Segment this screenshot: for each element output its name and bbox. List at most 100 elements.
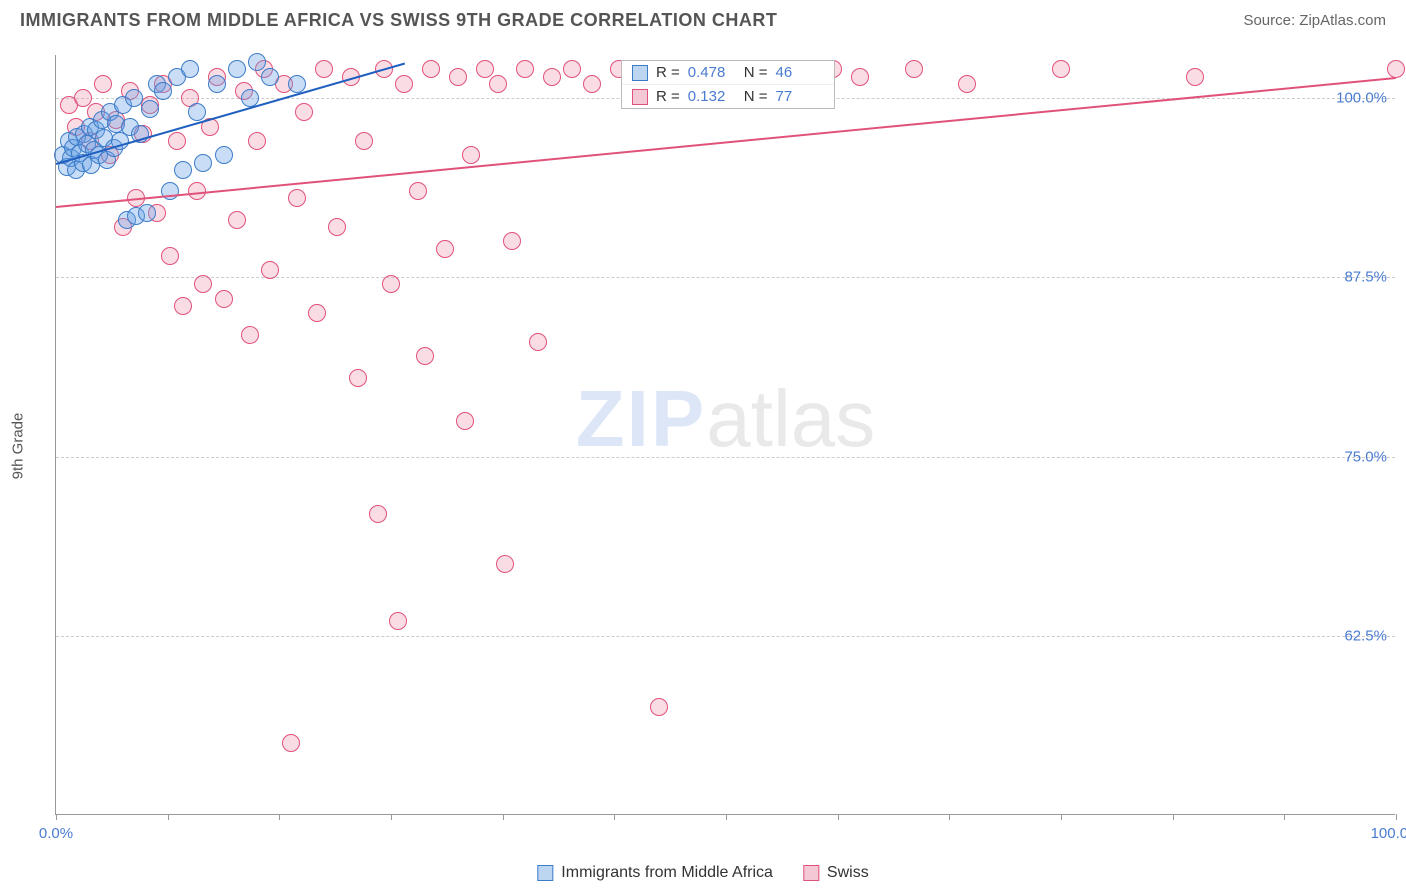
scatter-point-immigrants	[228, 60, 246, 78]
scatter-point-immigrants	[125, 89, 143, 107]
scatter-point-immigrants	[288, 75, 306, 93]
scatter-point-swiss	[851, 68, 869, 86]
watermark: ZIPatlas	[576, 373, 875, 465]
scatter-point-swiss	[161, 247, 179, 265]
x-tick	[1061, 814, 1062, 820]
x-tick	[503, 814, 504, 820]
scatter-point-immigrants	[154, 82, 172, 100]
legend-swatch	[632, 65, 648, 81]
scatter-point-swiss	[503, 232, 521, 250]
x-tick	[614, 814, 615, 820]
scatter-point-swiss	[516, 60, 534, 78]
legend-swatch	[537, 865, 553, 881]
scatter-point-swiss	[436, 240, 454, 258]
chart-header: IMMIGRANTS FROM MIDDLE AFRICA VS SWISS 9…	[0, 0, 1406, 36]
scatter-chart: ZIPatlas 62.5%75.0%87.5%100.0%0.0%100.0%…	[55, 55, 1395, 815]
legend-n-value: 77	[776, 88, 824, 105]
scatter-point-swiss	[382, 275, 400, 293]
scatter-point-swiss	[248, 132, 266, 150]
scatter-point-swiss	[74, 89, 92, 107]
scatter-point-swiss	[228, 211, 246, 229]
scatter-point-swiss	[349, 369, 367, 387]
watermark-atlas: atlas	[706, 374, 875, 463]
scatter-point-swiss	[194, 275, 212, 293]
x-tick-label: 0.0%	[39, 825, 73, 842]
y-tick-label: 62.5%	[1344, 627, 1387, 644]
legend-r-value: 0.478	[688, 64, 736, 81]
scatter-point-swiss	[261, 261, 279, 279]
scatter-point-swiss	[958, 75, 976, 93]
scatter-point-immigrants	[174, 161, 192, 179]
scatter-point-swiss	[315, 60, 333, 78]
scatter-point-swiss	[288, 189, 306, 207]
scatter-point-swiss	[1186, 68, 1204, 86]
legend-swatch	[803, 865, 819, 881]
legend-r-label: R =	[656, 64, 680, 81]
stats-legend-row: R =0.478N =46	[622, 61, 834, 85]
scatter-point-swiss	[369, 505, 387, 523]
scatter-point-swiss	[543, 68, 561, 86]
bottom-legend: Immigrants from Middle Africa Swiss	[537, 864, 868, 882]
x-tick	[56, 814, 57, 820]
scatter-point-swiss	[355, 132, 373, 150]
scatter-point-immigrants	[181, 60, 199, 78]
y-tick-label: 100.0%	[1336, 90, 1387, 107]
scatter-point-swiss	[409, 182, 427, 200]
scatter-point-swiss	[416, 347, 434, 365]
scatter-point-swiss	[295, 103, 313, 121]
scatter-point-swiss	[308, 304, 326, 322]
scatter-point-swiss	[1387, 60, 1405, 78]
scatter-point-swiss	[174, 297, 192, 315]
y-tick-label: 75.0%	[1344, 448, 1387, 465]
chart-title: IMMIGRANTS FROM MIDDLE AFRICA VS SWISS 9…	[20, 10, 777, 31]
scatter-point-swiss	[395, 75, 413, 93]
scatter-point-swiss	[489, 75, 507, 93]
scatter-point-swiss	[476, 60, 494, 78]
x-tick	[1173, 814, 1174, 820]
scatter-point-swiss	[422, 60, 440, 78]
stats-legend: R =0.478N =46R =0.132N =77	[621, 60, 835, 109]
scatter-point-immigrants	[138, 204, 156, 222]
legend-r-value: 0.132	[688, 88, 736, 105]
x-tick	[1396, 814, 1397, 820]
gridline	[56, 277, 1395, 278]
scatter-point-swiss	[215, 290, 233, 308]
watermark-zip: ZIP	[576, 374, 706, 463]
bottom-legend-item: Swiss	[803, 864, 869, 882]
scatter-point-immigrants	[194, 154, 212, 172]
legend-n-label: N =	[744, 88, 768, 105]
scatter-point-swiss	[905, 60, 923, 78]
bottom-legend-label: Immigrants from Middle Africa	[561, 864, 773, 882]
scatter-point-swiss	[529, 333, 547, 351]
x-tick	[949, 814, 950, 820]
x-tick	[838, 814, 839, 820]
source-label: Source: ZipAtlas.com	[1243, 12, 1386, 29]
stats-legend-row: R =0.132N =77	[622, 85, 834, 108]
scatter-point-swiss	[449, 68, 467, 86]
scatter-point-swiss	[241, 326, 259, 344]
gridline	[56, 457, 1395, 458]
scatter-point-immigrants	[208, 75, 226, 93]
scatter-point-swiss	[389, 612, 407, 630]
bottom-legend-label: Swiss	[827, 864, 869, 882]
scatter-point-immigrants	[248, 53, 266, 71]
scatter-point-immigrants	[141, 100, 159, 118]
scatter-point-swiss	[563, 60, 581, 78]
gridline	[56, 636, 1395, 637]
scatter-point-swiss	[462, 146, 480, 164]
scatter-point-swiss	[168, 132, 186, 150]
scatter-point-immigrants	[261, 68, 279, 86]
x-tick	[1284, 814, 1285, 820]
scatter-point-swiss	[94, 75, 112, 93]
x-tick	[168, 814, 169, 820]
scatter-point-swiss	[282, 734, 300, 752]
x-tick	[726, 814, 727, 820]
x-tick	[279, 814, 280, 820]
scatter-point-swiss	[650, 698, 668, 716]
bottom-legend-item: Immigrants from Middle Africa	[537, 864, 773, 882]
scatter-point-swiss	[583, 75, 601, 93]
y-axis-label: 9th Grade	[10, 413, 27, 480]
x-tick	[391, 814, 392, 820]
scatter-point-swiss	[328, 218, 346, 236]
y-tick-label: 87.5%	[1344, 269, 1387, 286]
